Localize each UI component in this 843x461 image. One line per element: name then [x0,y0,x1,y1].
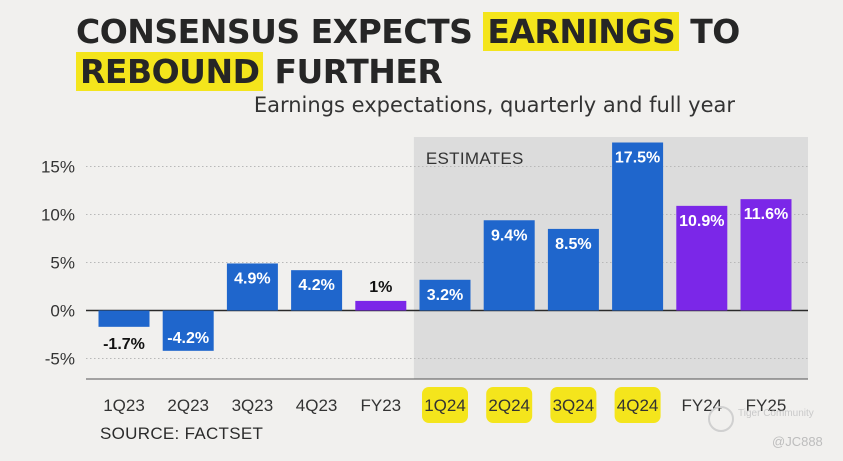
bar-4q24 [612,142,664,311]
chart-subtitle: Earnings expectations, quarterly and ful… [253,93,735,117]
source-note: SOURCE: FACTSET [100,424,264,443]
title-part3: FURTHER [263,52,443,91]
x-label-highlight [614,387,661,423]
value-label: 8.5% [555,236,591,253]
bar-2q24 [483,220,535,311]
x-tick-label: 4Q24 [617,396,659,415]
watermark-brand: Tiger Community [738,408,814,419]
y-tick-label: 0% [50,302,75,321]
x-tick-label: 2Q23 [167,396,209,415]
value-label: -4.2% [167,330,209,347]
value-label: 10.9% [679,213,724,230]
y-tick-label: 10% [41,206,75,225]
value-label: 4.2% [298,277,334,294]
watermark-user: @JC888 [772,434,823,449]
y-tick-label: -5% [45,350,75,369]
tiger-logo-icon [708,406,734,432]
x-tick-label: 1Q23 [103,396,145,415]
estimates-label: ESTIMATES [426,149,524,168]
watermark: Tiger Community @JC888 [708,404,838,454]
x-tick-label: 4Q23 [296,396,338,415]
x-tick-label: FY25 [746,396,787,415]
value-label: 3.2% [427,287,463,304]
bar-4q23 [291,270,343,311]
bar-3q23 [226,263,278,311]
value-label: 9.4% [491,227,527,244]
bar-2q23 [162,310,214,351]
bar-fy24 [676,205,728,311]
title-highlight-rebound: REBOUND [76,52,264,91]
title-part2: TO [679,12,740,51]
page-title: CONSENSUS EXPECTS EARNINGS TO REBOUND FU… [76,12,816,92]
bar-fy23 [355,300,407,311]
title-highlight-earnings: EARNINGS [483,12,680,51]
x-tick-label: 3Q24 [553,396,595,415]
value-label: 4.9% [234,270,270,287]
bar-fy25 [740,199,792,311]
bar-1q23 [98,310,150,327]
title-part1: CONSENSUS EXPECTS [76,12,484,51]
value-label: 1% [369,279,392,296]
y-tick-label: 15% [41,158,75,177]
x-tick-label: FY23 [360,396,401,415]
value-label: -1.7% [103,336,145,353]
y-tick-label: 5% [50,254,75,273]
bar-3q24 [547,228,599,311]
x-label-highlight [550,387,597,423]
x-label-highlight [486,387,533,423]
x-tick-label: 3Q23 [232,396,274,415]
bar-1q24 [419,279,471,311]
x-tick-label: 1Q24 [424,396,466,415]
value-label: 11.6% [744,206,788,223]
x-label-highlight [422,387,468,423]
x-tick-label: 2Q24 [488,396,530,415]
value-label: 17.5% [615,150,660,167]
